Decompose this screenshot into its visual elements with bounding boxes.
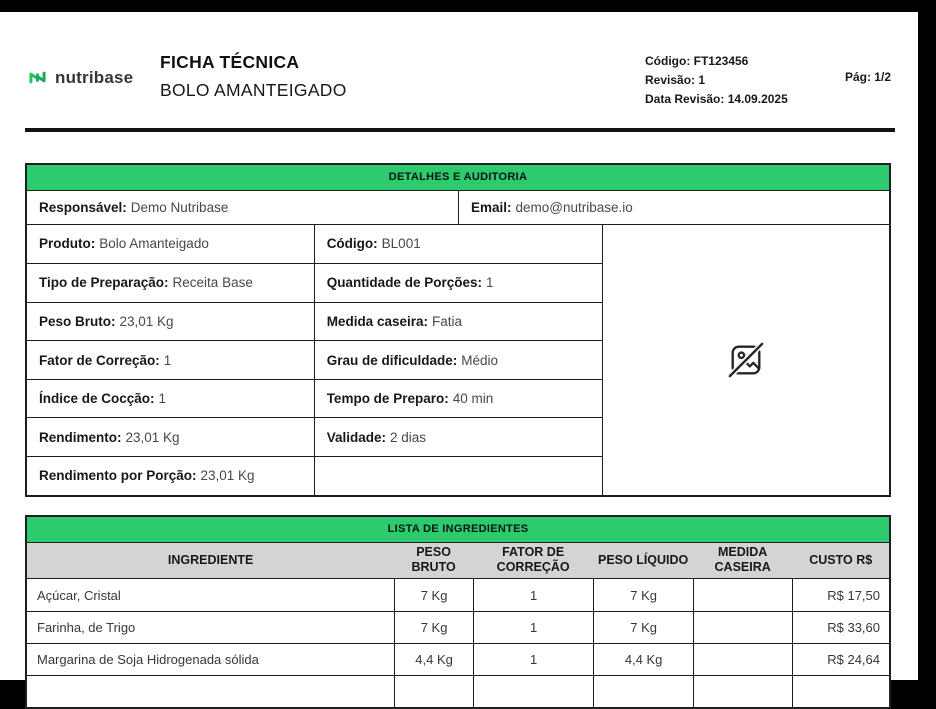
responsavel-row: Responsável: Demo Nutribase Email: demo@… <box>27 190 889 225</box>
cell-codigo: Código: BL001 <box>313 224 603 264</box>
document-page: nutribase FICHA TÉCNICA BOLO AMANTEIGADO… <box>0 12 918 709</box>
ingredient-custo-cell: R$ 24,64 <box>792 643 889 675</box>
cell-rendimento: Rendimento: 23,01 Kg <box>27 417 314 456</box>
ingredient-fator-cell: 1 <box>472 643 594 675</box>
ingredientes-table: LISTA DE INGREDIENTES INGREDIENTE PESO B… <box>25 515 891 709</box>
col-peso-liquido: PESO LÍQUIDO <box>597 552 689 567</box>
detalhes-grid: Produto: Bolo Amanteigado Código: BL001 Ti… <box>27 224 889 495</box>
cell-validade: Validade: 2 dias <box>313 417 603 457</box>
cell-email: Email: demo@nutribase.io <box>458 190 889 224</box>
col-fator-correcao: FATOR DE CORREÇÃO <box>496 545 570 575</box>
ingredient-name-cell: Margarina de Soja Hidrogenada sólida <box>27 643 395 675</box>
ingredient-peso-liquido-cell: 7 Kg <box>593 611 693 643</box>
ingredient-medida-cell <box>692 643 793 675</box>
ingredient-medida-cell <box>692 579 793 611</box>
col-custo: CUSTO R$ <box>809 552 873 567</box>
cell-fator-correcao: Fator de Correção: 1 <box>27 340 314 379</box>
detalhes-table: DETALHES E AUDITORIA Responsável: Demo N… <box>25 163 891 497</box>
page-indicator: Pág: 1/2 <box>844 70 891 84</box>
ingredientes-grid: Açúcar, Cristal 7 Kg 1 7 Kg R$ 17,50 Far… <box>27 579 889 707</box>
cell-quantidade-porcoes: Quantidade de Porções: 1 <box>313 263 603 302</box>
letterbox-right <box>918 0 936 680</box>
product-subtitle: BOLO AMANTEIGADO <box>160 80 347 100</box>
ingredient-fator-cell: 1 <box>472 611 594 643</box>
meta-revisao: Revisão: 1 <box>645 73 706 87</box>
ingredient-name-cell <box>27 675 395 707</box>
title-block: FICHA TÉCNICA BOLO AMANTEIGADO <box>160 52 347 101</box>
ingredient-peso-bruto-cell: 7 Kg <box>394 579 473 611</box>
cell-produto: Produto: Bolo Amanteigado <box>39 236 209 252</box>
page-title: FICHA TÉCNICA <box>160 52 300 72</box>
col-peso-bruto: PESO BRUTO <box>411 545 456 575</box>
ingredient-custo-cell: R$ 33,60 <box>792 611 889 643</box>
doc-meta: Código: FT123456 Revisão: 1 Data Revisão… <box>645 52 788 109</box>
product-image-cell <box>602 224 889 495</box>
meta-data-revisao: Data Revisão: 14.09.2025 <box>645 92 788 106</box>
cell-responsavel: Responsável: Demo Nutribase <box>39 199 229 215</box>
cell-tempo-preparo: Tempo de Preparo: 40 min <box>313 378 603 418</box>
header-divider <box>25 128 895 132</box>
image-off-icon <box>727 340 765 379</box>
ingredient-fator-cell: 1 <box>472 579 593 611</box>
ingredientes-caption: LISTA DE INGREDIENTES <box>27 517 889 543</box>
brand-logo: nutribase <box>27 67 133 88</box>
ingredient-peso-bruto-cell: 7 Kg <box>394 611 473 643</box>
meta-codigo: Código: FT123456 <box>645 54 749 68</box>
cell-medida-caseira: Medida caseira: Fatia <box>313 301 603 341</box>
col-ingrediente: INGREDIENTE <box>167 552 254 567</box>
ingredientes-header-row: INGREDIENTE PESO BRUTO FATOR DE CORREÇÃO… <box>27 542 889 579</box>
ingredient-name-cell: Farinha, de Trigo <box>27 611 395 643</box>
ingredient-peso-bruto-cell: 4,4 Kg <box>394 643 473 675</box>
ingredient-custo-cell: R$ 17,50 <box>792 579 889 611</box>
nutribase-logo-icon <box>27 67 48 88</box>
ingredient-medida-cell <box>692 611 793 643</box>
detalhes-caption: DETALHES E AUDITORIA <box>27 165 889 191</box>
cell-rendimento-porcao: Rendimento por Porção: 23,01 Kg <box>27 456 314 495</box>
cell-indice-coccao: Índice de Cocção: 1 <box>27 378 314 418</box>
cell-tipo-preparacao: Tipo de Preparação: Receita Base <box>27 263 314 302</box>
ingredient-peso-liquido-cell: 4,4 Kg <box>593 643 693 675</box>
ingredient-peso-liquido-cell: 7 Kg <box>593 579 693 611</box>
ingredient-name-cell: Açúcar, Cristal <box>37 587 121 603</box>
cell-empty <box>313 456 603 495</box>
col-medida-caseira: MEDIDA CASEIRA <box>714 545 771 575</box>
cell-peso-bruto: Peso Bruto: 23,01 Kg <box>27 301 314 341</box>
brand-name: nutribase <box>55 67 134 87</box>
cell-grau-dificuldade: Grau de dificuldade: Médio <box>313 340 603 379</box>
